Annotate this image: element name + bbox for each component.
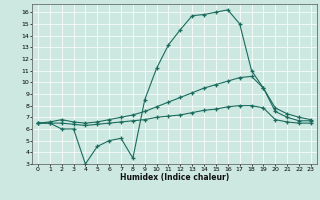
X-axis label: Humidex (Indice chaleur): Humidex (Indice chaleur): [120, 173, 229, 182]
